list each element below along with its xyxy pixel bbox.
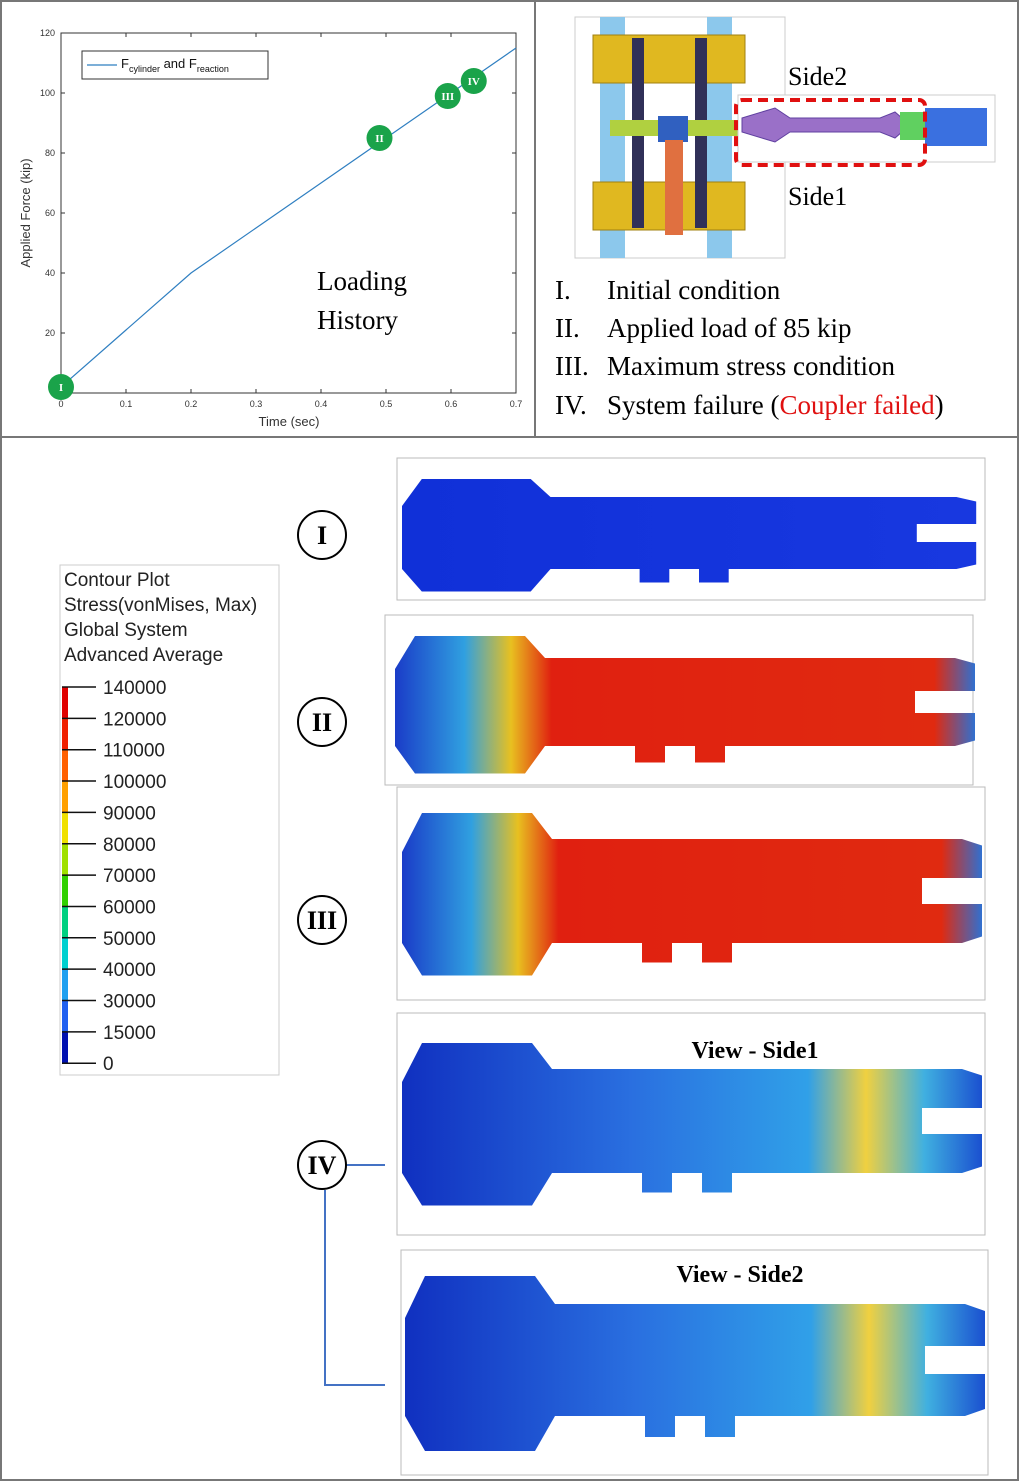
legend-text: reaction (197, 64, 229, 74)
x-tick-label: 0.5 (380, 399, 393, 409)
level-label: 0 (103, 1054, 114, 1075)
level-label: 140000 (103, 678, 166, 699)
legend-title: Global System (64, 620, 188, 641)
item-text: System failure (Coupler failed) (607, 390, 944, 420)
connector (325, 1165, 385, 1385)
legend-text: and F (160, 56, 197, 71)
level-label: 110000 (103, 741, 165, 762)
block (593, 35, 745, 83)
stage-marker-label: IV (468, 76, 480, 88)
stage-label: II (312, 708, 332, 737)
y-tick-label: 20 (45, 328, 55, 338)
x-tick-label: 0 (58, 399, 63, 409)
x-tick-label: 0.6 (445, 399, 458, 409)
y-tick-label: 60 (45, 208, 55, 218)
y-tick-label: 40 (45, 268, 55, 278)
level-label: 100000 (103, 772, 166, 793)
side-label: Side2 (788, 62, 847, 91)
test-setup-diagram: Side2 Side1 I. Initial condition II. App… (555, 17, 995, 420)
connector-line (325, 1190, 385, 1385)
cylinder (658, 116, 688, 142)
item-numeral: III. (555, 351, 589, 381)
x-tick-label: 0.7 (510, 399, 523, 409)
item-text: System failure ( (607, 390, 779, 420)
level-label: 50000 (103, 929, 156, 950)
view-label: View - Side2 (676, 1262, 803, 1288)
color-band (62, 969, 68, 1000)
color-band (62, 906, 68, 937)
adapter (900, 112, 925, 140)
actuator (925, 108, 987, 146)
line-chart: Time (sec) Applied Force (kip) Fcylinder… (18, 28, 522, 429)
item-numeral: I. (555, 275, 571, 305)
x-tick-label: 0.4 (315, 399, 328, 409)
legend-text: cylinder (129, 64, 160, 74)
item-text: Initial condition (607, 275, 781, 305)
level-label: 30000 (103, 992, 156, 1013)
view-label: View - Side1 (691, 1038, 818, 1064)
color-band (62, 938, 68, 969)
item-text: Initial condition (607, 275, 781, 305)
level-label: 60000 (103, 897, 156, 918)
item-text: Maximum stress condition (607, 351, 895, 381)
color-band (62, 781, 68, 812)
item-numeral: IV. (555, 390, 587, 420)
color-band (62, 875, 68, 906)
color-band (62, 687, 68, 718)
level-label: 90000 (103, 803, 156, 824)
stage-marker-label: I (59, 382, 63, 394)
x-tick-label: 0.2 (185, 399, 198, 409)
x-tick-label: 0.3 (250, 399, 263, 409)
level-label: 120000 (103, 709, 166, 730)
color-band (62, 718, 68, 749)
item-text: Maximum stress condition (607, 351, 895, 381)
color-band (62, 1032, 68, 1063)
legend-title: Contour Plot (64, 570, 170, 591)
item-text: Coupler failed (779, 390, 935, 420)
stage-label: IV (308, 1151, 337, 1180)
stage-label: I (317, 521, 327, 550)
level-label: 80000 (103, 835, 156, 856)
stage-label: III (307, 906, 337, 935)
link (665, 140, 683, 235)
page: {"chart_data":{"type":"line", "x":[0,0.1… (0, 0, 1019, 1481)
contour-legend: Contour Plot Stress(vonMises, Max) Global … (60, 565, 279, 1075)
level-label: 40000 (103, 960, 156, 981)
y-tick-label: 80 (45, 148, 55, 158)
legend-text: F (121, 56, 129, 71)
fe-results: View - Side1 View - Side2 I II III IV (298, 458, 988, 1475)
item-text: Applied load of 85 kip (607, 313, 851, 343)
y-axis-label: Applied Force (kip) (18, 158, 33, 267)
x-axis-label: Time (sec) (259, 414, 320, 429)
color-band (62, 812, 68, 843)
annotation: Loading (317, 266, 407, 296)
annotation: History (317, 305, 399, 335)
stage-marker-label: III (441, 91, 454, 103)
side-label: Side1 (788, 182, 847, 211)
legend-title: Stress(vonMises, Max) (64, 595, 257, 616)
color-band (62, 1001, 68, 1032)
color-band (62, 844, 68, 875)
y-tick-label: 120 (40, 28, 55, 38)
stage-marker-label: II (375, 133, 384, 145)
x-tick-label: 0.1 (120, 399, 133, 409)
figure: Time (sec) Applied Force (kip) Fcylinder… (0, 0, 1019, 1481)
legend-title: Advanced Average (64, 645, 223, 666)
level-label: 15000 (103, 1023, 156, 1044)
color-band (62, 750, 68, 781)
item-text: Applied load of 85 kip (607, 313, 851, 343)
y-tick-label: 100 (40, 88, 55, 98)
item-text: ) (935, 390, 944, 420)
item-numeral: II. (555, 313, 580, 343)
level-label: 70000 (103, 866, 156, 887)
legend-box (60, 565, 279, 1075)
